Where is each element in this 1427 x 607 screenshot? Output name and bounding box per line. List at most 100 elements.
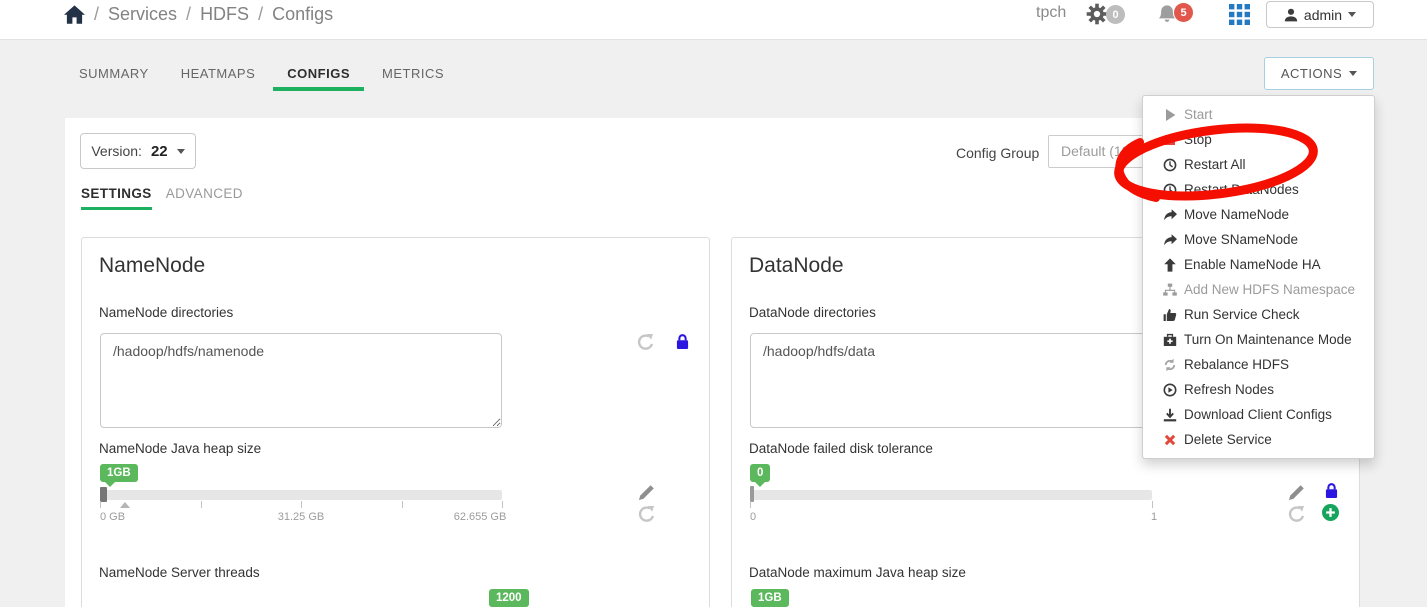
pencil-icon[interactable]: [1288, 484, 1305, 501]
admin-menu-button[interactable]: admin: [1266, 1, 1374, 28]
menu-item-run-service-check[interactable]: Run Service Check: [1143, 302, 1374, 327]
menu-item-enable-namenode-ha[interactable]: Enable NameNode HA: [1143, 252, 1374, 277]
chevron-down-icon: [176, 148, 185, 154]
undo-icon[interactable]: [1288, 506, 1305, 523]
datanode-directories-input[interactable]: /hadoop/hdfs/data: [750, 333, 1152, 428]
actions-button[interactable]: ACTIONS: [1264, 57, 1374, 90]
menu-item-stop[interactable]: Stop: [1143, 127, 1374, 152]
datanode-tolerance-label: DataNode failed disk tolerance: [749, 441, 933, 456]
slider-tick: [502, 501, 503, 508]
tab-heatmaps[interactable]: HEATMAPS: [180, 66, 256, 81]
tolerance-value-badge: 0: [750, 464, 771, 487]
tick-label-min: 0: [750, 511, 757, 523]
namenode-panel: NameNode NameNode directories /hadoop/hd…: [81, 237, 710, 607]
heap-value-badge: 1GB: [100, 464, 138, 487]
menu-item-move-namenode[interactable]: Move NameNode: [1143, 202, 1374, 227]
menu-item-label: Run Service Check: [1184, 307, 1300, 322]
sitemap-icon: [1163, 283, 1177, 297]
play-icon: [1163, 108, 1177, 122]
tolerance-slider-track[interactable]: [750, 490, 1152, 500]
gear-icon[interactable]: [1086, 3, 1108, 25]
datanode-heap-label: DataNode maximum Java heap size: [749, 565, 966, 580]
threads-value-badge: 1200: [489, 589, 529, 607]
download-icon: [1163, 408, 1177, 422]
heap-value-badge: 1GB: [751, 589, 789, 607]
alerts-count-badge[interactable]: 5: [1174, 3, 1193, 22]
apps-grid-icon[interactable]: [1229, 4, 1250, 25]
version-label: Version:: [91, 143, 142, 159]
menu-item-restart-datanodes[interactable]: Restart DataNodes: [1143, 177, 1374, 202]
heap-slider-handle[interactable]: [100, 487, 107, 502]
tab-configs[interactable]: CONFIGS: [273, 66, 365, 91]
undo-icon[interactable]: [637, 334, 654, 351]
menu-item-restart-all[interactable]: Restart All: [1143, 152, 1374, 177]
menu-item-label: Delete Service: [1184, 432, 1272, 447]
datanode-directories-label: DataNode directories: [749, 305, 876, 320]
pencil-icon[interactable]: [638, 484, 655, 501]
tab-advanced[interactable]: ADVANCED: [165, 186, 243, 201]
menu-item-move-snamenode[interactable]: Move SNameNode: [1143, 227, 1374, 252]
slider-tick: [201, 501, 202, 508]
move-arrow-icon: [1163, 208, 1177, 222]
breadcrumb-hdfs[interactable]: HDFS: [200, 3, 250, 24]
tick-label-max: 62.655 GB: [453, 511, 507, 523]
home-icon[interactable]: [64, 5, 85, 24]
menu-item-start[interactable]: Start: [1143, 102, 1374, 127]
menu-item-turn-on-maintenance[interactable]: Turn On Maintenance Mode: [1143, 327, 1374, 352]
slider-tick: [402, 501, 403, 508]
delete-x-icon: [1163, 433, 1177, 447]
cluster-name[interactable]: tpch: [1036, 4, 1067, 21]
breadcrumb-services[interactable]: Services: [108, 3, 178, 24]
menu-item-add-hdfs-namespace[interactable]: Add New HDFS Namespace: [1143, 277, 1374, 302]
clock-icon: [1163, 183, 1177, 197]
clock-icon: [1163, 158, 1177, 172]
slider-tick: [100, 501, 101, 508]
config-tabs: SETTINGS ADVANCED: [81, 186, 243, 210]
service-tabs: SUMMARY HEATMAPS CONFIGS METRICS: [65, 66, 458, 91]
slider-tick: [301, 501, 302, 508]
namenode-directories-label: NameNode directories: [99, 305, 234, 320]
menu-item-rebalance-hdfs[interactable]: Rebalance HDFS: [1143, 352, 1374, 377]
tick-label-mid: 31.25 GB: [277, 511, 325, 523]
top-navigation-bar: / Services / HDFS / Configs tpch 0 5 adm…: [0, 0, 1427, 40]
tab-metrics[interactable]: METRICS: [382, 66, 445, 81]
arrow-up-icon: [1163, 258, 1177, 272]
play-circle-icon: [1163, 383, 1177, 397]
user-icon: [1284, 8, 1298, 22]
menu-item-label: Stop: [1184, 132, 1212, 147]
heap-slider-track[interactable]: [100, 490, 502, 500]
menu-item-label: Move NameNode: [1184, 207, 1290, 222]
slider-tick: [750, 501, 751, 508]
tab-summary[interactable]: SUMMARY: [79, 66, 149, 81]
lock-icon[interactable]: [1323, 482, 1340, 499]
tab-settings[interactable]: SETTINGS: [81, 186, 152, 210]
tolerance-slider-handle[interactable]: [750, 486, 754, 502]
breadcrumb-separator: /: [186, 3, 192, 24]
chevron-down-icon: [1348, 12, 1357, 17]
tick-label-min: 0 GB: [100, 511, 126, 523]
menu-item-refresh-nodes[interactable]: Refresh Nodes: [1143, 377, 1374, 402]
undo-icon[interactable]: [638, 506, 655, 523]
version-selector[interactable]: Version: 22: [80, 133, 196, 169]
breadcrumb-separator: /: [94, 3, 100, 24]
version-value: 22: [150, 142, 168, 160]
chevron-down-icon: [1349, 71, 1358, 76]
background-operations-badge[interactable]: 0: [1106, 5, 1125, 24]
menu-item-label: Turn On Maintenance Mode: [1184, 332, 1352, 347]
menu-item-label: Move SNameNode: [1184, 232, 1299, 247]
menu-item-label: Restart DataNodes: [1184, 182, 1299, 197]
menu-item-label: Rebalance HDFS: [1184, 357, 1290, 372]
actions-button-label: ACTIONS: [1280, 66, 1343, 81]
namenode-threads-label: NameNode Server threads: [99, 565, 260, 580]
move-arrow-icon: [1163, 233, 1177, 247]
plus-circle-icon[interactable]: [1322, 504, 1339, 521]
refresh-icon: [1163, 358, 1177, 372]
lock-icon[interactable]: [674, 333, 691, 350]
menu-item-download-client-configs[interactable]: Download Client Configs: [1143, 402, 1374, 427]
menu-item-delete-service[interactable]: Delete Service: [1143, 427, 1374, 452]
admin-label: admin: [1303, 6, 1343, 23]
namenode-heap-label: NameNode Java heap size: [99, 441, 262, 456]
namenode-directories-input[interactable]: /hadoop/hdfs/namenode: [100, 333, 502, 428]
menu-item-label: Enable NameNode HA: [1184, 257, 1321, 272]
